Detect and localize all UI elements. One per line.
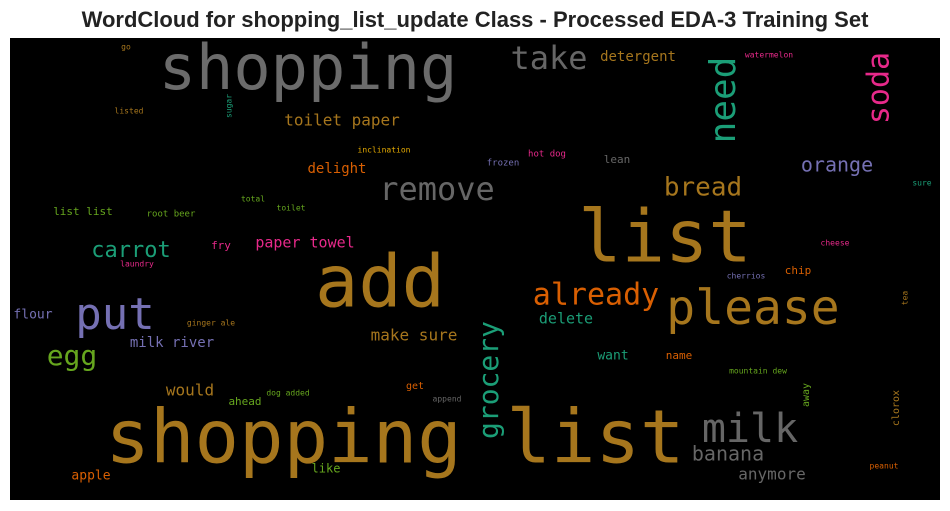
word: already <box>533 278 659 313</box>
word: hot dog <box>528 150 566 160</box>
word: make sure <box>371 326 458 345</box>
word: ginger ale <box>187 319 235 328</box>
word: toilet paper <box>284 111 400 130</box>
word: cheese <box>821 239 850 248</box>
word: flour <box>13 308 52 323</box>
word: egg <box>47 339 98 372</box>
word: grocery <box>472 321 505 439</box>
word: put <box>75 289 154 340</box>
chart-title: WordCloud for shopping_list_update Class… <box>82 7 869 32</box>
word: lean <box>604 153 631 166</box>
word: frozen <box>487 159 520 169</box>
word: soda <box>862 52 897 124</box>
word: orange <box>801 153 873 177</box>
word: apple <box>71 469 110 484</box>
word: like <box>312 462 341 476</box>
word: please <box>666 280 839 336</box>
word: paper towel <box>255 234 354 252</box>
word: laundry <box>120 260 154 269</box>
word: listed <box>115 107 144 116</box>
word: get <box>406 381 424 392</box>
word: would <box>166 381 214 400</box>
word: go <box>121 43 131 52</box>
word: ahead <box>228 395 261 408</box>
word: delete <box>539 310 593 328</box>
word: milk <box>702 406 798 452</box>
word: sure <box>912 179 931 188</box>
word: away <box>801 383 812 407</box>
word: milk river <box>130 335 214 351</box>
word: toilet <box>277 204 306 213</box>
word: fry <box>211 239 231 252</box>
word: dog added <box>266 389 310 398</box>
word: want <box>597 349 628 364</box>
word: anymore <box>738 465 805 484</box>
word: shopping <box>159 31 458 104</box>
word: name <box>666 349 693 362</box>
word: total <box>241 195 265 204</box>
word: detergent <box>600 49 676 65</box>
word: list list <box>53 205 113 218</box>
word: add <box>315 240 445 324</box>
word: cherrios <box>727 272 766 281</box>
word: list <box>578 195 751 279</box>
word: need <box>703 57 744 144</box>
cloud-background <box>10 38 940 500</box>
word: append <box>433 395 462 404</box>
word: delight <box>307 161 366 177</box>
word: remove <box>379 170 495 208</box>
word: root beer <box>147 210 196 220</box>
word: carrot <box>91 238 170 263</box>
word: clorox <box>891 390 902 426</box>
word: mountain dew <box>729 367 787 376</box>
word: banana <box>692 442 764 466</box>
word: take <box>510 39 587 77</box>
word: tea <box>901 291 910 306</box>
word: sugar <box>225 94 234 118</box>
word: inclination <box>358 146 411 155</box>
word: shopping list <box>105 395 684 481</box>
word: bread <box>664 173 742 203</box>
word: peanut <box>870 462 899 471</box>
word: chip <box>785 264 812 277</box>
word: watermelon <box>745 51 793 60</box>
